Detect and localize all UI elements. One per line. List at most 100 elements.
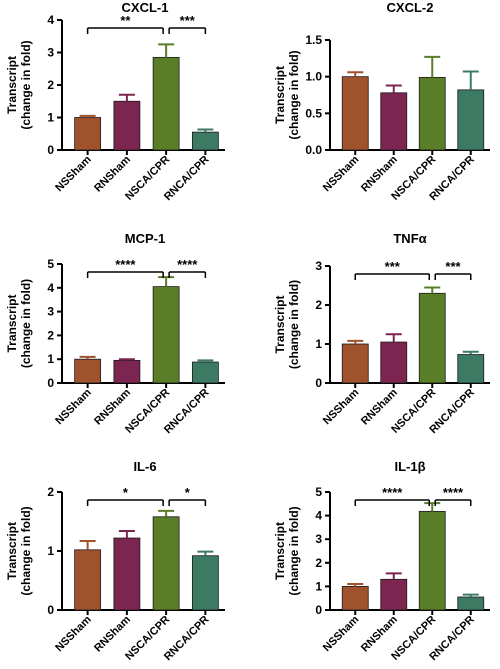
y-axis-label: Transcript(change in fold) xyxy=(273,506,301,595)
chart-3: TNFα Transcript(change in fold) 0 1 2 3 NSSham… xyxy=(273,231,490,436)
x-tick-label: RNSham xyxy=(92,386,133,427)
y-axis-label: Transcript(change in fold) xyxy=(273,50,301,139)
significance-label: * xyxy=(185,485,191,500)
y-axis-label-line: (change in fold) xyxy=(287,506,301,595)
bar-nssham xyxy=(74,549,102,611)
y-axis-label-line: (change in fold) xyxy=(19,506,33,595)
bar-rnsham xyxy=(380,578,408,611)
chart-title: CXCL-1 xyxy=(122,0,169,15)
chart-title: IL-1β xyxy=(394,459,425,474)
bar-rnsham xyxy=(113,359,141,384)
y-tick-label: 2 xyxy=(315,556,322,570)
bar-rnsham xyxy=(113,100,141,151)
y-tick-label: 4 xyxy=(47,13,54,27)
chart-title: MCP-1 xyxy=(125,231,165,246)
y-tick-label: 1.5 xyxy=(305,33,322,47)
significance-label: **** xyxy=(177,257,198,272)
x-tick-label: NSSham xyxy=(321,613,362,654)
y-tick-label: 0 xyxy=(315,603,322,617)
bar-nscacpr xyxy=(152,286,180,384)
x-tick-label: NSSham xyxy=(321,153,362,194)
bar-nssham xyxy=(341,343,369,384)
significance-label: *** xyxy=(180,13,196,28)
bar-nssham xyxy=(74,358,102,384)
y-tick-label: 0.5 xyxy=(305,106,322,120)
chart-5: IL-1β Transcript(change in fold) 0 1 2 3 4 5 NSS… xyxy=(273,459,490,663)
y-tick-label: 4 xyxy=(315,509,322,523)
x-tick-label: RNSham xyxy=(92,153,133,194)
bar-rnsham xyxy=(113,537,141,611)
y-tick-label: 3 xyxy=(315,259,322,273)
bar-rncacpr xyxy=(191,555,219,611)
y-tick-label: 1 xyxy=(315,579,322,593)
y-tick-label: 1 xyxy=(47,544,54,558)
chart-0: CXCL-1 Transcript(change in fold) 0 1 2 3 4 NSS… xyxy=(5,0,225,203)
y-tick-label: 1.0 xyxy=(305,70,322,84)
y-axis-label-line: (change in fold) xyxy=(19,40,33,129)
chart-title: TNFα xyxy=(393,231,426,246)
y-tick-label: 4 xyxy=(47,281,54,295)
y-axis-label-line: Transcript xyxy=(273,66,287,124)
y-tick-label: 2 xyxy=(315,298,322,312)
bar-rnsham xyxy=(380,341,408,384)
x-tick-label: NSSham xyxy=(321,386,362,427)
y-tick-label: 0 xyxy=(47,376,54,390)
chart-1: CXCL-2 Transcript(change in fold) 0.0 0.5 1.… xyxy=(273,0,490,203)
y-tick-label: 0.0 xyxy=(305,143,322,157)
bar-nscacpr xyxy=(152,516,180,611)
bar-nscacpr xyxy=(418,510,446,611)
chart-title: IL-6 xyxy=(133,459,156,474)
y-tick-label: 1 xyxy=(47,111,54,125)
y-tick-label: 3 xyxy=(47,305,54,319)
y-tick-label: 2 xyxy=(47,78,54,92)
x-tick-label: NSSham xyxy=(53,153,94,194)
y-tick-label: 0 xyxy=(47,143,54,157)
y-tick-label: 5 xyxy=(315,485,322,499)
y-axis-label: Transcript(change in fold) xyxy=(273,280,301,369)
y-tick-label: 3 xyxy=(47,46,54,60)
x-tick-label: RNSham xyxy=(92,613,133,654)
y-axis-label: Transcript(change in fold) xyxy=(5,40,33,129)
significance-label: **** xyxy=(382,485,403,500)
bar-rncacpr xyxy=(457,354,485,384)
bar-nscacpr xyxy=(418,77,446,151)
y-axis-label-line: (change in fold) xyxy=(287,50,301,139)
bar-nscacpr xyxy=(418,292,446,384)
significance-label: *** xyxy=(445,259,461,274)
significance-label: ** xyxy=(120,13,131,28)
significance-label: *** xyxy=(385,259,401,274)
y-axis-label-line: Transcript xyxy=(5,522,19,580)
y-tick-label: 0 xyxy=(47,603,54,617)
bar-rncacpr xyxy=(191,131,219,151)
y-axis-label-line: Transcript xyxy=(5,294,19,352)
bar-nssham xyxy=(341,586,369,611)
y-tick-label: 1 xyxy=(47,352,54,366)
y-axis-label-line: Transcript xyxy=(5,56,19,114)
chart-4: IL-6 Transcript(change in fold) 0 1 2 NSShamR… xyxy=(5,459,225,663)
y-tick-label: 0 xyxy=(315,376,322,390)
bar-rncacpr xyxy=(191,361,219,384)
y-axis-label: Transcript(change in fold) xyxy=(5,279,33,368)
bar-nscacpr xyxy=(152,56,180,151)
bar-rncacpr xyxy=(457,89,485,151)
y-axis-label-line: (change in fold) xyxy=(19,279,33,368)
y-tick-label: 2 xyxy=(47,485,54,499)
y-axis-label-line: Transcript xyxy=(273,295,287,353)
y-tick-label: 3 xyxy=(315,532,322,546)
bar-nssham xyxy=(74,117,102,151)
bar-rncacpr xyxy=(457,596,485,611)
y-axis-label-line: Transcript xyxy=(273,522,287,580)
significance-label: **** xyxy=(443,485,464,500)
significance-label: * xyxy=(123,485,129,500)
x-tick-label: NSSham xyxy=(53,613,94,654)
y-tick-label: 1 xyxy=(315,337,322,351)
y-axis-label-line: (change in fold) xyxy=(287,280,301,369)
y-tick-label: 2 xyxy=(47,328,54,342)
bar-nssham xyxy=(341,76,369,151)
bar-rnsham xyxy=(380,92,408,151)
y-tick-label: 5 xyxy=(47,257,54,271)
chart-2: MCP-1 Transcript(change in fold) 0 1 2 3 4 5 NSS… xyxy=(5,231,225,436)
y-axis-label: Transcript(change in fold) xyxy=(5,506,33,595)
significance-label: **** xyxy=(115,257,136,272)
